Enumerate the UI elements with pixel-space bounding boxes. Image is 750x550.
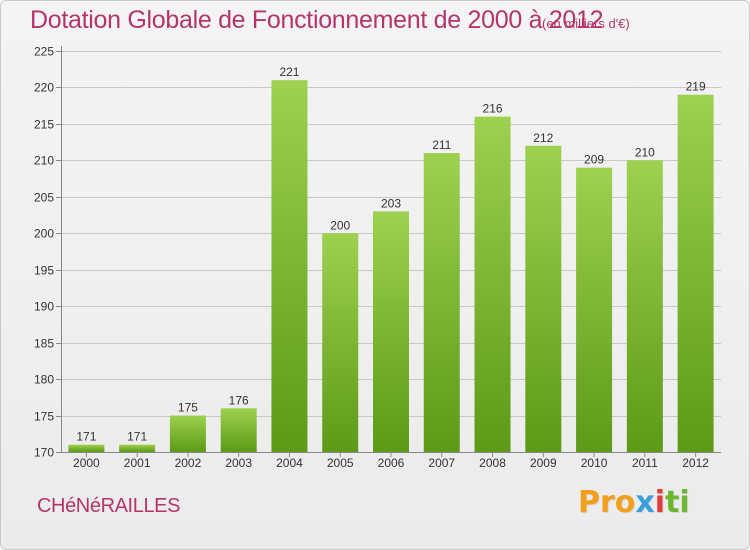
- data-label: 221: [279, 65, 299, 79]
- x-tick-label: 2002: [175, 456, 202, 470]
- y-tick-label: 180: [34, 373, 54, 387]
- x-tick-label: 2001: [124, 456, 151, 470]
- y-tick-label: 205: [34, 191, 54, 205]
- x-tick-label: 2006: [378, 456, 405, 470]
- bar: [68, 444, 105, 452]
- data-label: 171: [127, 430, 147, 444]
- y-tick-label: 190: [34, 300, 54, 314]
- data-label: 211: [432, 138, 451, 152]
- data-label: 210: [635, 145, 655, 159]
- bar: [474, 116, 511, 453]
- bar: [119, 444, 156, 452]
- bar: [677, 94, 714, 452]
- data-label: 175: [178, 401, 198, 415]
- y-tick-label: 185: [34, 337, 54, 351]
- data-label: 203: [381, 196, 401, 210]
- y-tick-label: 220: [34, 81, 54, 95]
- bar: [271, 80, 308, 452]
- bar: [576, 167, 613, 452]
- data-labels: 171 171 175 176 221 200 203 211 216 212 209 210 219: [76, 65, 706, 444]
- data-label: 219: [686, 80, 706, 94]
- x-tick-label: 2007: [428, 456, 455, 470]
- bar: [322, 233, 359, 452]
- x-tick-label: 2003: [225, 456, 252, 470]
- y-tick-label: 195: [34, 264, 54, 278]
- x-tick-label: 2004: [276, 456, 303, 470]
- logo-part: i: [654, 485, 666, 520]
- bar: [626, 160, 663, 452]
- data-label: 176: [229, 393, 249, 407]
- proxiti-logo: Proxiti: [578, 485, 690, 520]
- x-tick-label: 2000: [73, 456, 100, 470]
- logo-part: x: [635, 485, 655, 520]
- bar: [373, 211, 409, 452]
- data-label: 171: [76, 430, 96, 444]
- x-tick-label: 2008: [479, 456, 506, 470]
- logo-part: Pro: [578, 485, 636, 520]
- y-tick-label: 170: [34, 446, 54, 460]
- chart-unit: (en milliers d'€): [542, 16, 630, 31]
- data-label: 200: [330, 218, 350, 232]
- x-tick-label: 2011: [632, 456, 658, 470]
- data-label: 212: [533, 131, 553, 145]
- y-tick-label: 175: [34, 410, 54, 424]
- x-tick-label: 2005: [327, 456, 354, 470]
- x-tick-label: 2012: [682, 456, 709, 470]
- y-tick-label: 225: [34, 45, 54, 59]
- logo-part: ti: [665, 485, 690, 520]
- x-tick-label: 2009: [530, 456, 557, 470]
- y-tick-label: 210: [34, 154, 54, 168]
- y-tick-label: 215: [34, 118, 54, 132]
- bar: [220, 408, 257, 452]
- bar: [525, 145, 562, 453]
- data-label: 209: [584, 153, 604, 167]
- x-tick-label: 2010: [581, 456, 608, 470]
- bars: [68, 80, 714, 453]
- bar: [169, 415, 206, 452]
- chart-title: Dotation Globale de Fonctionnement de 20…: [30, 6, 604, 34]
- y-tick-label: 200: [34, 227, 54, 241]
- axes: 170 175 180 185 190 195 200 205 210 215 220 225 2000…: [34, 45, 721, 470]
- bar: [423, 153, 460, 452]
- commune-name: CHéNéRAILLES: [37, 495, 181, 517]
- data-label: 216: [483, 102, 503, 116]
